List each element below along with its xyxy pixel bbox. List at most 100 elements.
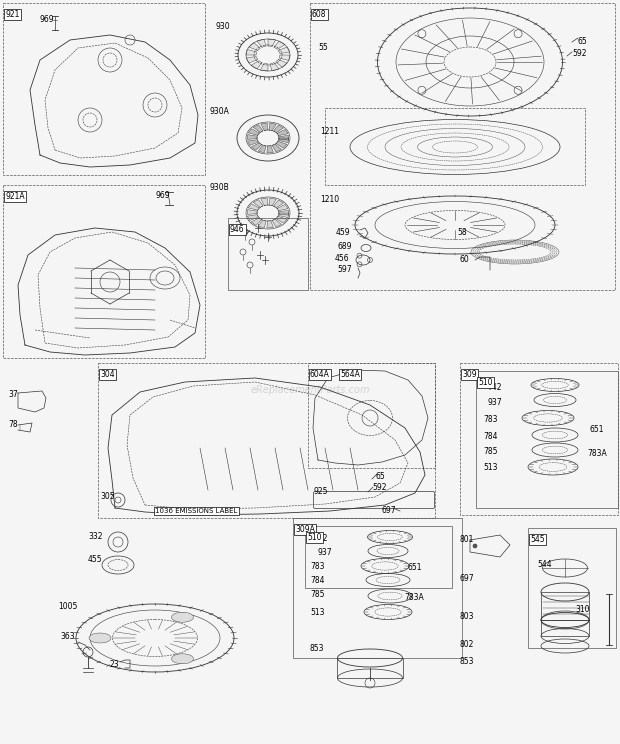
Polygon shape	[267, 221, 273, 228]
Bar	[305, 526, 452, 588]
Text: 783: 783	[483, 415, 497, 424]
Text: 801: 801	[460, 535, 474, 544]
Text: 742: 742	[487, 383, 502, 392]
Text: 1036 EMISSIONS LABEL: 1036 EMISSIONS LABEL	[155, 508, 237, 514]
Polygon shape	[276, 141, 287, 148]
Polygon shape	[273, 200, 283, 208]
Polygon shape	[247, 215, 259, 220]
Text: 545: 545	[530, 535, 544, 544]
Text: 564A: 564A	[340, 370, 360, 379]
Bar	[337, 658, 403, 678]
Text: eReplacementParts.com: eReplacementParts.com	[250, 385, 370, 395]
Polygon shape	[247, 210, 257, 214]
Text: 969: 969	[40, 15, 55, 24]
Polygon shape	[272, 144, 281, 152]
Polygon shape	[279, 135, 289, 140]
Bar	[541, 620, 589, 636]
Text: 783A: 783A	[404, 593, 423, 602]
Polygon shape	[246, 57, 257, 63]
Text: 925: 925	[313, 487, 327, 496]
Text: 23: 23	[110, 660, 120, 669]
Polygon shape	[278, 47, 290, 54]
Text: 784: 784	[310, 576, 324, 585]
Text: 930B: 930B	[210, 183, 230, 192]
Polygon shape	[247, 140, 259, 146]
Text: 742: 742	[313, 534, 327, 543]
Bar	[3, 3, 205, 175]
Polygon shape	[272, 219, 281, 227]
Polygon shape	[257, 39, 266, 47]
Polygon shape	[253, 199, 263, 208]
Bar	[310, 3, 615, 290]
Polygon shape	[276, 60, 287, 67]
Polygon shape	[276, 217, 287, 223]
Polygon shape	[269, 198, 276, 205]
Polygon shape	[269, 123, 276, 131]
Polygon shape	[261, 123, 268, 130]
Text: 785: 785	[483, 447, 497, 456]
Polygon shape	[277, 129, 288, 135]
Text: 930A: 930A	[210, 107, 230, 116]
Polygon shape	[267, 146, 273, 153]
Text: 78: 78	[8, 420, 17, 429]
Text: 937: 937	[318, 548, 332, 557]
Polygon shape	[274, 41, 285, 49]
Ellipse shape	[172, 654, 193, 664]
Text: 784: 784	[483, 432, 497, 441]
Text: 60: 60	[459, 255, 469, 264]
Text: 455: 455	[88, 555, 103, 564]
Circle shape	[473, 544, 477, 548]
Text: 689: 689	[338, 242, 353, 251]
Polygon shape	[247, 135, 257, 139]
Text: 513: 513	[483, 463, 497, 472]
Text: 783A: 783A	[587, 449, 607, 458]
Text: 309A: 309A	[295, 525, 315, 534]
Text: 58: 58	[457, 228, 467, 237]
Text: 937: 937	[487, 398, 502, 407]
Polygon shape	[270, 62, 279, 71]
Text: 332: 332	[88, 532, 102, 541]
Text: 697: 697	[460, 574, 475, 583]
Polygon shape	[253, 125, 263, 132]
Bar	[98, 363, 435, 518]
Polygon shape	[260, 63, 268, 71]
Text: 304: 304	[100, 370, 115, 379]
Bar	[228, 218, 308, 290]
Polygon shape	[251, 143, 262, 150]
Bar	[460, 363, 618, 515]
Text: 310: 310	[575, 605, 590, 614]
Bar	[476, 371, 618, 508]
Polygon shape	[273, 125, 283, 132]
Bar	[325, 108, 585, 185]
Text: 363: 363	[60, 632, 74, 641]
Polygon shape	[249, 42, 260, 51]
Polygon shape	[248, 129, 259, 135]
Text: 930: 930	[215, 22, 229, 31]
Bar	[541, 592, 589, 620]
Bar	[308, 363, 435, 468]
Polygon shape	[279, 55, 290, 60]
Text: 459: 459	[336, 228, 351, 237]
Text: 309: 309	[462, 370, 477, 379]
Text: 65: 65	[376, 472, 386, 481]
Polygon shape	[248, 204, 259, 211]
Ellipse shape	[172, 612, 193, 622]
Bar	[293, 518, 462, 658]
Text: 55: 55	[318, 43, 328, 52]
Text: 1211: 1211	[320, 127, 339, 136]
Bar	[3, 185, 205, 358]
Polygon shape	[279, 211, 289, 215]
Text: 37: 37	[8, 390, 18, 399]
Text: 510: 510	[478, 378, 492, 387]
Text: 697: 697	[381, 506, 396, 515]
Text: 592: 592	[372, 483, 386, 492]
Polygon shape	[251, 218, 262, 225]
Text: 651: 651	[408, 563, 422, 572]
Text: 608: 608	[312, 10, 327, 19]
Text: 853: 853	[460, 657, 474, 666]
Bar	[528, 528, 616, 648]
Text: 513: 513	[310, 608, 324, 617]
Text: 305: 305	[100, 492, 115, 501]
Text: 510: 510	[307, 533, 322, 542]
Text: 853: 853	[310, 644, 324, 653]
